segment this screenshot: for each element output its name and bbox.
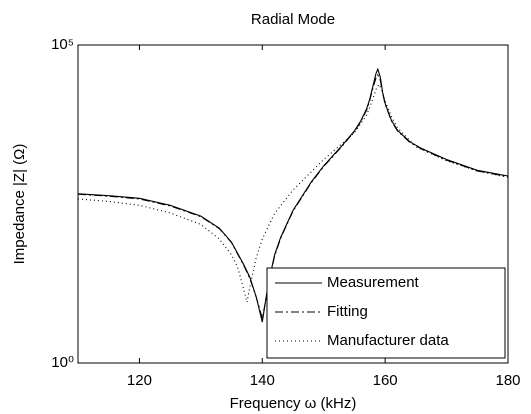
y-tick-label: 10⁰: [51, 354, 74, 371]
series-line: [77, 73, 509, 319]
x-tick-label: 160: [373, 372, 398, 389]
legend-label: Manufacturer data: [327, 332, 449, 349]
x-axis-label: Frequency ω (kHz): [230, 395, 357, 412]
chart-title: Radial Mode: [251, 11, 335, 28]
x-tick-label: 140: [250, 372, 275, 389]
series-line: [77, 83, 509, 303]
x-tick-label: 180: [495, 372, 520, 389]
y-axis-label: Impedance |Z| (Ω): [11, 144, 28, 265]
legend-label: Fitting: [327, 303, 368, 320]
plot-frame: [77, 44, 509, 364]
legend-label: Measurement: [327, 274, 420, 291]
y-tick-label: 10⁵: [51, 36, 74, 53]
x-tick-label: 120: [127, 372, 152, 389]
